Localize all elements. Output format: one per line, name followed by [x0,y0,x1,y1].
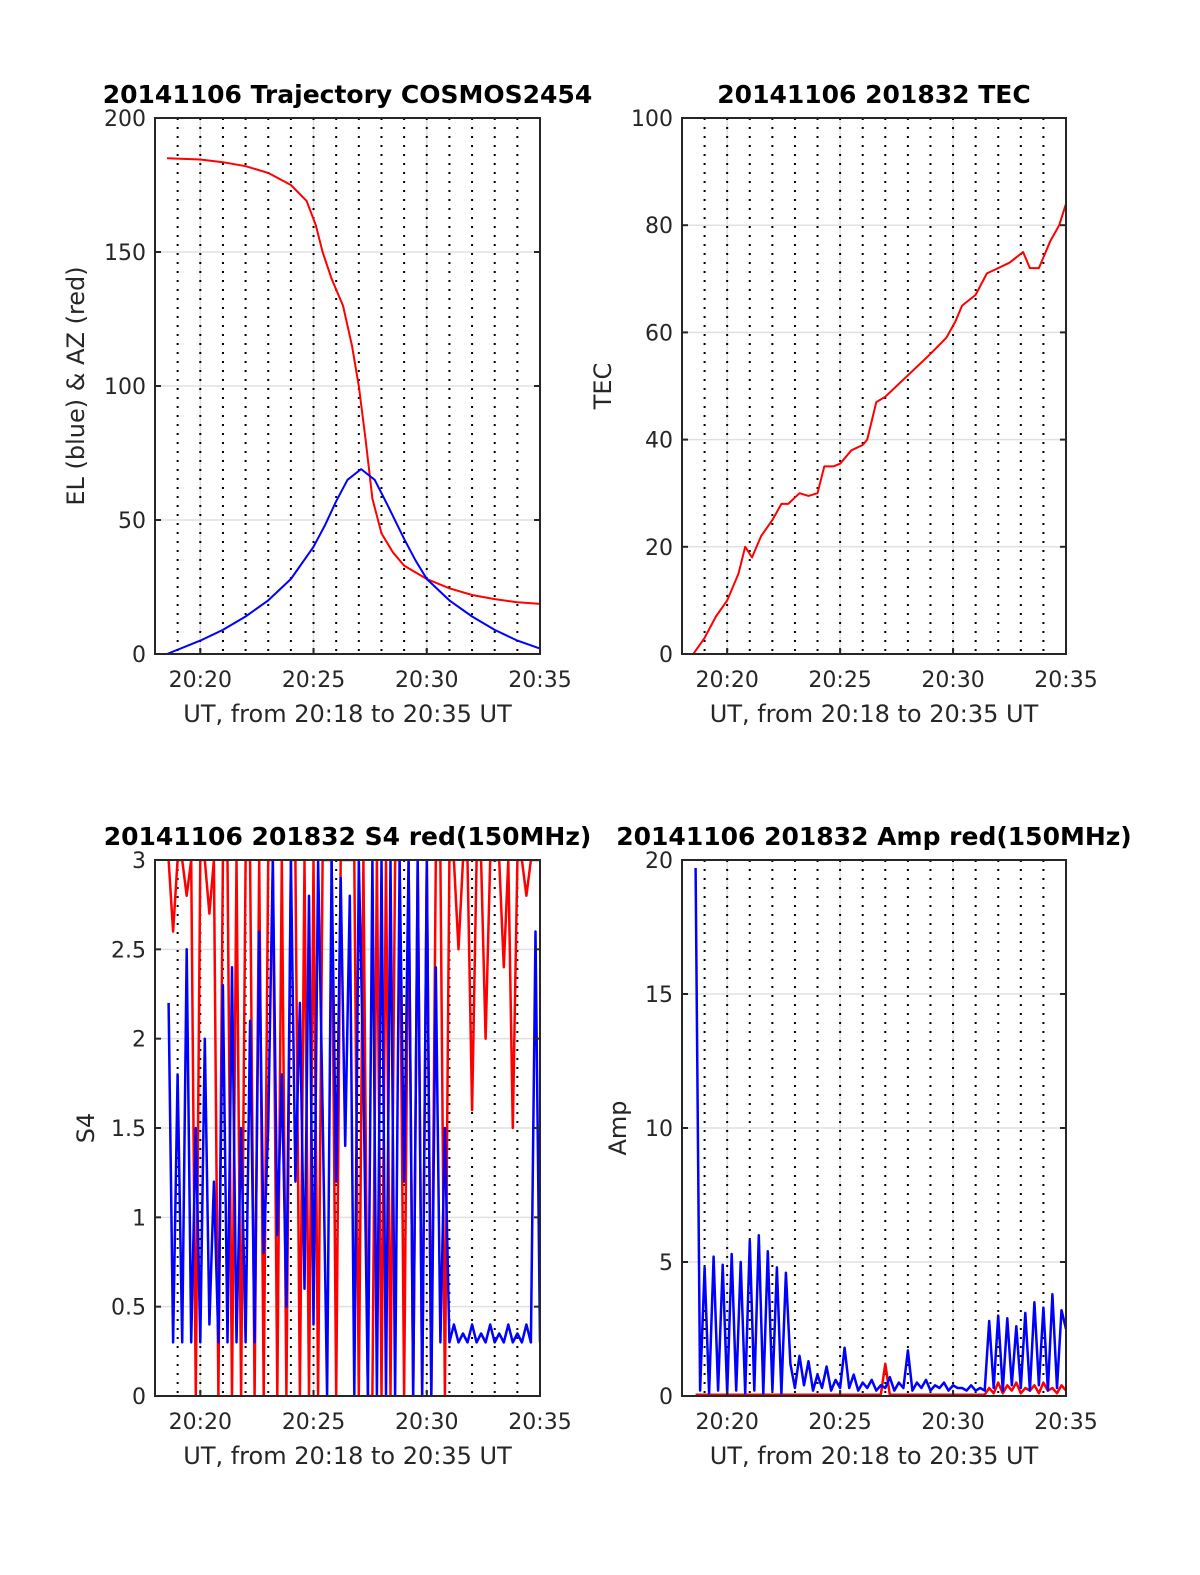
y-tick-label: 10 [645,1117,673,1142]
y-tick-label: 1.5 [111,1117,146,1142]
x-tick-label: 20:30 [395,668,458,693]
y-axis-label: EL (blue) & AZ (red) [62,266,90,505]
x-axis-label: UT, from 20:18 to 20:35 UT [710,700,1039,728]
x-tick-label: 20:25 [282,668,345,693]
x-tick-label: 20:20 [695,1410,758,1435]
subplot-4: 0 5 10 15 20 20:20 20:25 20:30 20:35 20141106 201… [604,822,1132,1470]
y-axis-label: Amp [604,1100,632,1155]
subplot-3: 0 0.5 1 1.5 2 2.5 3 20:20 20:25 20:30 20:35 2014110… [72,822,591,1470]
series-group [694,867,1066,1396]
y-tick-label: 150 [104,241,146,266]
axes-box [681,117,1067,655]
y-tick-label: 5 [659,1251,673,1276]
y-tick-label: 15 [645,983,673,1008]
subplot-1: 0 50 100 150 200 20:20 20:25 20:30 20:35 20141106… [62,80,592,728]
y-axis-label: TEC [589,363,617,411]
y-tick-label: 200 [104,107,146,132]
series-line-amp-red [695,1362,1066,1396]
y-tick-label: 2.5 [111,938,146,963]
x-tick-label: 20:30 [921,668,984,693]
y-tick-label: 1 [132,1206,146,1231]
series-line-s4-red [167,860,540,1396]
series-group [167,860,540,1396]
y-tick-label: 0.5 [111,1296,146,1321]
x-axis-label: UT, from 20:18 to 20:35 UT [710,1442,1039,1470]
series-line-tec [692,203,1066,654]
y-tick-label: 0 [659,1385,673,1410]
series-line-s4-blue [167,860,540,1396]
y-tick-label: 0 [132,643,146,668]
y-tick-label: 100 [104,375,146,400]
x-tick-label: 20:20 [169,1410,232,1435]
x-tick-label: 20:25 [282,1410,345,1435]
y-tick-label: 100 [631,107,673,132]
series-line-amp-blue [694,867,1066,1395]
x-tick-label: 20:20 [169,668,232,693]
x-axis-label: UT, from 20:18 to 20:35 UT [183,700,512,728]
series-line-el [166,468,540,654]
x-tick-label: 20:25 [808,668,871,693]
series-group [692,203,1066,654]
y-tick-label: 3 [132,849,146,874]
subplot-2: 0 20 40 60 80 100 20:20 20:25 20:30 20:35 20141106… [589,80,1098,728]
y-tick-label: 20 [645,849,673,874]
x-tick-label: 20:30 [921,1410,984,1435]
x-tick-label: 20:25 [808,1410,871,1435]
chart-title: 20141106 Trajectory COSMOS2454 [103,80,593,109]
y-tick-label: 0 [132,1385,146,1410]
x-tick-label: 20:35 [508,1410,571,1435]
x-tick-label: 20:35 [508,668,571,693]
y-tick-label: 0 [659,643,673,668]
chart-title: 20141106 201832 Amp red(150MHz) [616,822,1132,851]
x-tick-label: 20:30 [395,1410,458,1435]
y-axis-label: S4 [72,1113,100,1144]
x-tick-label: 20:35 [1034,668,1097,693]
x-tick-label: 20:20 [695,668,758,693]
x-tick-label: 20:35 [1034,1410,1097,1435]
y-tick-label: 60 [645,321,673,346]
y-tick-label: 50 [118,509,146,534]
y-tick-label: 80 [645,214,673,239]
y-tick-label: 40 [645,429,673,454]
series-line-az [166,157,540,605]
chart-title: 20141106 201832 S4 red(150MHz) [104,822,592,851]
y-tick-label: 2 [132,1028,146,1053]
series-group [166,157,540,654]
chart-title: 20141106 201832 TEC [717,80,1030,109]
x-axis-label: UT, from 20:18 to 20:35 UT [183,1442,512,1470]
y-tick-label: 20 [645,536,673,561]
